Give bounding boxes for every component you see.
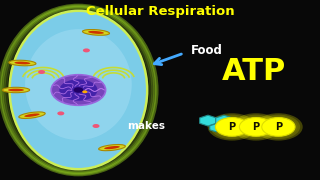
- Text: Cellular Respiration: Cellular Respiration: [86, 5, 234, 18]
- Ellipse shape: [10, 11, 147, 169]
- Circle shape: [215, 118, 249, 136]
- Circle shape: [74, 87, 83, 93]
- Text: makes: makes: [127, 121, 165, 131]
- Circle shape: [83, 48, 90, 52]
- Text: ATP: ATP: [222, 57, 286, 87]
- Circle shape: [234, 115, 278, 139]
- Ellipse shape: [14, 62, 30, 64]
- Circle shape: [51, 75, 106, 105]
- Text: P: P: [252, 122, 260, 132]
- Text: Food: Food: [190, 44, 222, 57]
- Text: P: P: [275, 122, 282, 132]
- Ellipse shape: [2, 87, 30, 93]
- Circle shape: [239, 118, 273, 136]
- Circle shape: [82, 90, 87, 93]
- Circle shape: [257, 115, 300, 139]
- Circle shape: [92, 124, 100, 128]
- Ellipse shape: [88, 31, 104, 34]
- Polygon shape: [200, 115, 216, 126]
- Ellipse shape: [9, 60, 36, 66]
- Ellipse shape: [19, 112, 45, 118]
- Circle shape: [254, 113, 303, 141]
- Circle shape: [259, 116, 298, 138]
- Circle shape: [213, 116, 251, 138]
- Ellipse shape: [24, 113, 40, 117]
- Circle shape: [60, 79, 97, 101]
- Ellipse shape: [83, 30, 109, 35]
- Ellipse shape: [99, 145, 125, 151]
- Polygon shape: [216, 115, 232, 126]
- Circle shape: [210, 115, 254, 139]
- Circle shape: [232, 113, 280, 141]
- Circle shape: [38, 70, 45, 74]
- Polygon shape: [210, 124, 222, 132]
- Ellipse shape: [8, 89, 24, 91]
- Circle shape: [262, 118, 295, 136]
- Circle shape: [57, 111, 64, 115]
- Ellipse shape: [25, 29, 132, 140]
- Circle shape: [208, 113, 256, 141]
- Ellipse shape: [104, 146, 120, 149]
- Text: P: P: [228, 122, 236, 132]
- Circle shape: [237, 116, 275, 138]
